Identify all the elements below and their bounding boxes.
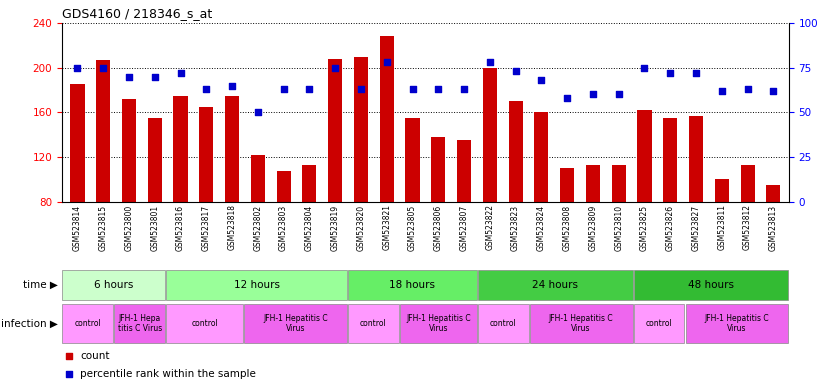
Point <box>148 74 161 80</box>
Bar <box>380 36 394 202</box>
Bar <box>244 304 347 343</box>
Point <box>225 83 239 89</box>
Text: control: control <box>74 319 102 328</box>
Text: count: count <box>80 351 110 361</box>
Text: 24 hours: 24 hours <box>532 280 578 290</box>
Point <box>97 65 110 71</box>
Bar <box>251 155 265 202</box>
Text: time ▶: time ▶ <box>23 280 58 290</box>
Text: GDS4160 / 218346_s_at: GDS4160 / 218346_s_at <box>62 7 212 20</box>
Point <box>251 109 264 116</box>
Point <box>561 95 574 101</box>
Bar <box>457 140 471 202</box>
Point <box>767 88 780 94</box>
Point <box>63 353 76 359</box>
Bar <box>686 304 788 343</box>
Bar <box>63 304 113 343</box>
Point <box>174 70 188 76</box>
Bar <box>689 116 703 202</box>
Bar <box>663 118 677 202</box>
Bar <box>70 84 84 202</box>
Bar <box>63 270 165 300</box>
Point <box>277 86 290 92</box>
Point <box>303 86 316 92</box>
Bar <box>586 165 600 202</box>
Point <box>612 91 625 98</box>
Text: control: control <box>192 319 218 328</box>
Text: infection ▶: infection ▶ <box>1 318 58 329</box>
Point <box>715 88 729 94</box>
Bar <box>96 60 111 202</box>
Point <box>509 68 522 74</box>
Point <box>586 91 600 98</box>
Text: JFH-1 Hepatitis C
Virus: JFH-1 Hepatitis C Virus <box>263 314 328 333</box>
Bar <box>166 304 243 343</box>
Point <box>534 77 548 83</box>
Bar <box>302 165 316 202</box>
Bar <box>482 68 497 202</box>
Text: JFH-1 Hepa
titis C Virus: JFH-1 Hepa titis C Virus <box>117 314 162 333</box>
Bar <box>148 118 162 202</box>
Point <box>663 70 676 76</box>
Text: control: control <box>646 319 672 328</box>
Point <box>122 74 135 80</box>
Point <box>380 59 393 65</box>
Bar <box>740 165 755 202</box>
Bar <box>477 270 633 300</box>
Bar <box>509 101 523 202</box>
Text: 6 hours: 6 hours <box>94 280 134 290</box>
Text: JFH-1 Hepatitis C
Virus: JFH-1 Hepatitis C Virus <box>548 314 614 333</box>
Point <box>432 86 445 92</box>
Bar <box>529 304 633 343</box>
Bar <box>354 56 368 202</box>
Bar <box>122 99 136 202</box>
Bar <box>714 179 729 202</box>
Bar <box>634 270 788 300</box>
Bar <box>173 96 188 202</box>
Bar <box>348 270 477 300</box>
Bar <box>166 270 347 300</box>
Bar <box>477 304 529 343</box>
Point <box>741 86 754 92</box>
Bar <box>767 185 781 202</box>
Text: percentile rank within the sample: percentile rank within the sample <box>80 369 256 379</box>
Point <box>200 86 213 92</box>
Text: control: control <box>490 319 516 328</box>
Point <box>354 86 368 92</box>
Point <box>690 70 703 76</box>
Bar <box>638 110 652 202</box>
Bar <box>225 96 240 202</box>
Text: JFH-1 Hepatitis C
Virus: JFH-1 Hepatitis C Virus <box>705 314 769 333</box>
Bar <box>277 172 291 202</box>
Text: 48 hours: 48 hours <box>688 280 734 290</box>
Point <box>63 371 76 377</box>
Bar <box>634 304 685 343</box>
Bar <box>348 304 399 343</box>
Point <box>406 86 419 92</box>
Point <box>638 65 651 71</box>
Bar <box>560 168 574 202</box>
Text: 18 hours: 18 hours <box>389 280 435 290</box>
Bar <box>114 304 165 343</box>
Bar <box>328 59 342 202</box>
Text: JFH-1 Hepatitis C
Virus: JFH-1 Hepatitis C Virus <box>406 314 471 333</box>
Bar <box>611 165 626 202</box>
Point <box>483 59 496 65</box>
Bar <box>534 113 548 202</box>
Bar <box>431 137 445 202</box>
Text: 12 hours: 12 hours <box>234 280 280 290</box>
Bar <box>199 107 213 202</box>
Bar <box>406 118 420 202</box>
Point <box>458 86 471 92</box>
Point <box>329 65 342 71</box>
Bar <box>400 304 477 343</box>
Point <box>71 65 84 71</box>
Text: control: control <box>360 319 387 328</box>
